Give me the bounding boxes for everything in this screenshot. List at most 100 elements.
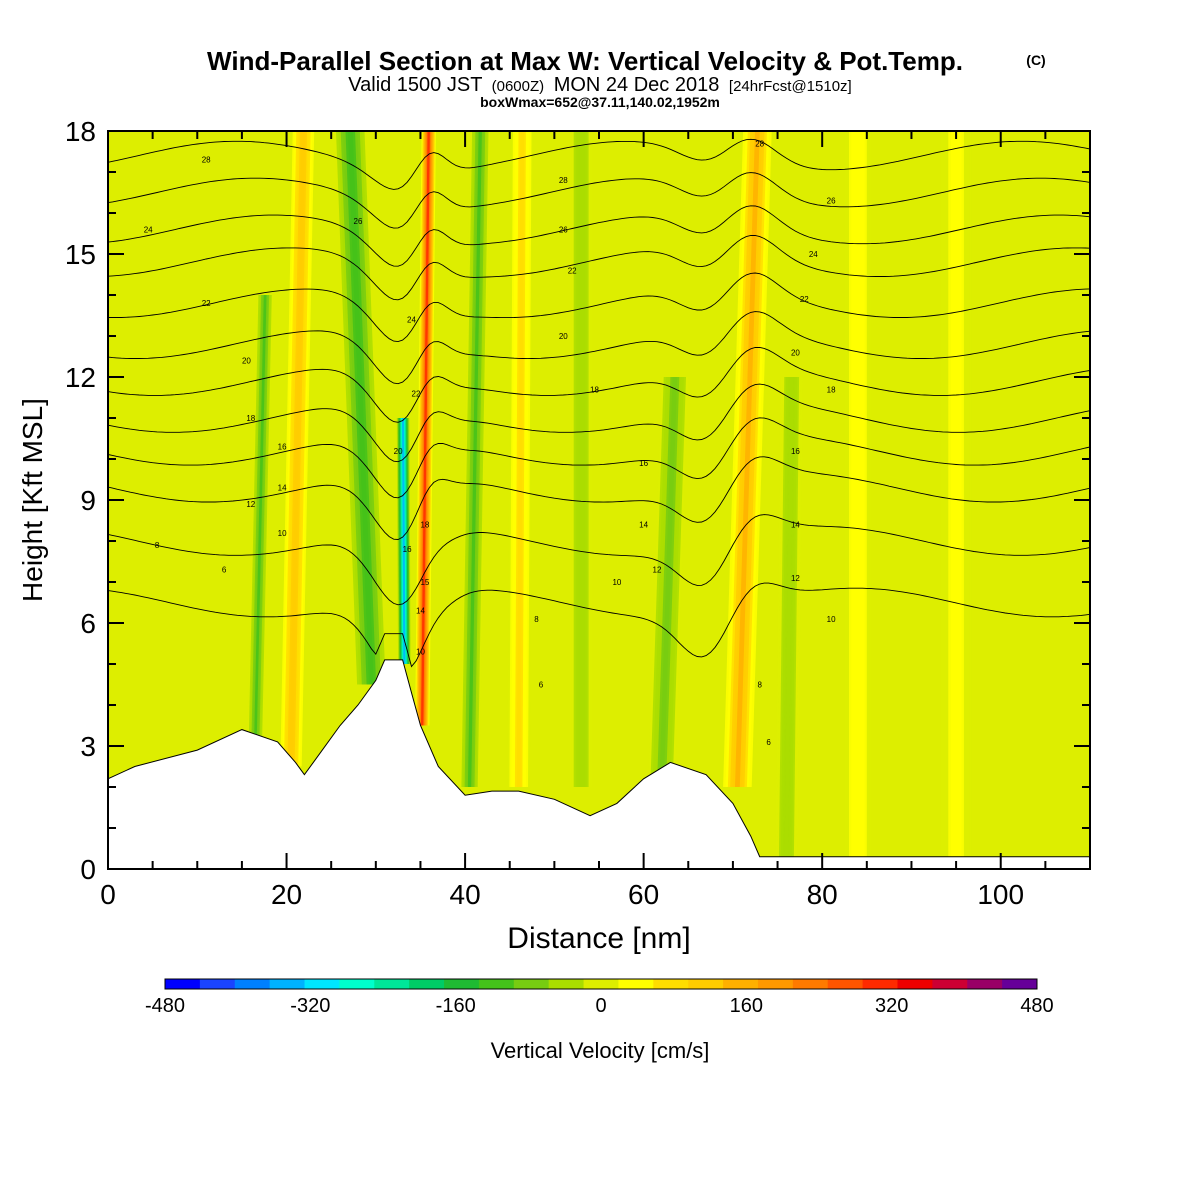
colorbar-swatch: [269, 979, 306, 989]
velocity-band-8: [659, 377, 678, 787]
contour-label: 14: [791, 521, 800, 530]
contour-label: 16: [639, 459, 648, 468]
contour-label: 22: [412, 389, 421, 398]
contour-label: 8: [534, 615, 539, 624]
contour-label: 16: [403, 545, 412, 554]
forecast-info: [24hrFcst@1510z]: [729, 78, 852, 95]
contour-label: 12: [791, 574, 800, 583]
isentrope-28: [108, 138, 1090, 190]
x-tick-label: 60: [628, 879, 659, 910]
contour-label: 14: [416, 607, 425, 616]
colorbar-swatch: [1002, 979, 1038, 989]
contour-label: 8: [757, 681, 762, 690]
contour-label: 8: [155, 541, 160, 550]
contour-label: 20: [242, 357, 251, 366]
velocity-band-2: [347, 131, 374, 685]
colorbar-swatch: [548, 979, 585, 989]
x-tick-label: 80: [807, 879, 838, 910]
isentrope-14: [108, 383, 1090, 463]
colorbar-swatch: [444, 979, 480, 989]
y-tick-label: 15: [65, 239, 96, 270]
x-tick-label: 40: [450, 879, 481, 910]
contour-label: 20: [394, 447, 403, 456]
velocity-band-7: [579, 131, 583, 787]
y-tick-label: 18: [65, 116, 96, 147]
colorbar-tick-label: -320: [290, 995, 330, 1017]
colorbar-swatch: [165, 979, 201, 989]
colorbar-tick-label: 160: [730, 995, 763, 1017]
x-axis-label: Distance [nm]: [507, 922, 690, 955]
x-tick-label: 20: [271, 879, 302, 910]
contour-label: 24: [144, 225, 153, 234]
contour-label: 10: [612, 578, 621, 587]
velocity-band-10: [784, 377, 794, 857]
contour-label: 10: [278, 529, 287, 538]
contour-label: 24: [809, 250, 818, 259]
colorbar-swatch: [234, 979, 271, 989]
contour-label: 18: [246, 414, 255, 423]
contour-label: 28: [755, 139, 764, 148]
isentrope-26: [108, 172, 1090, 229]
contour-label: 26: [354, 217, 363, 226]
contour-label: 28: [559, 176, 568, 185]
colorbar-swatch: [827, 979, 864, 989]
contour-label: 28: [202, 156, 211, 165]
colorbar-swatch: [339, 979, 375, 989]
contour-label: 12: [246, 500, 255, 509]
contour-label: 24: [407, 316, 416, 325]
colorbar-swatch: [653, 979, 689, 989]
colorbar-swatch: [374, 979, 410, 989]
contour-label: 15: [420, 578, 429, 587]
colorbar-swatch: [409, 979, 445, 989]
velocity-band-12: [953, 131, 959, 857]
colorbar-tick-label: -160: [436, 995, 476, 1017]
colorbar-frame: [164, 978, 1038, 990]
colorbar-swatch: [967, 979, 1003, 989]
isentrope-18: [108, 311, 1090, 385]
contour-label: 18: [420, 521, 429, 530]
isentrope-8: [108, 514, 1090, 606]
terrain-profile: [108, 659, 1090, 869]
contour-label: 16: [791, 447, 800, 456]
colorbar-swatch: [792, 979, 829, 989]
isentrope-24: [108, 205, 1090, 267]
colorbar-swatch: [897, 979, 933, 989]
velocity-band-1: [254, 295, 267, 746]
y-tick-label: 12: [65, 362, 96, 393]
colorbar-swatch: [932, 979, 968, 989]
valid-date: MON 24 Dec 2018: [554, 74, 720, 96]
velocity-band-11: [855, 131, 861, 857]
contour-label: 12: [653, 566, 662, 575]
y-tick-label: 9: [80, 485, 96, 516]
contour-label: 10: [827, 615, 836, 624]
isentrope-10: [108, 456, 1090, 540]
contour-label: 10: [416, 648, 425, 657]
colorbar-swatch: [304, 979, 340, 989]
copyright-mark: (C): [1026, 52, 1045, 68]
plot-area: 28 24 22 20 18 16 14 12 10 8 6 26 24 22 20 18 16 15 14 10 8 6…: [108, 131, 1090, 869]
y-axis-label: Height [Kft MSL]: [17, 398, 48, 602]
box-info: boxWmax=652@37.11,140.02,1952m: [480, 94, 720, 110]
axis-ticks: 0 20 40 60 80 100 0 3 6 9 12 15 18: [65, 116, 1091, 910]
valid-prefix: Valid 1500 JST: [348, 74, 482, 96]
contour-label: 20: [559, 332, 568, 341]
contour-label: 6: [539, 681, 544, 690]
contour-label: 18: [827, 385, 836, 394]
colorbar-swatch: [757, 979, 794, 989]
valid-utc: (0600Z): [492, 78, 545, 95]
colorbar-swatch: [862, 979, 898, 989]
isentrope-16: [108, 346, 1090, 423]
colorbar-swatch: [478, 979, 515, 989]
contour-label: 22: [202, 299, 211, 308]
contour-label: 26: [559, 225, 568, 234]
valid-time-line: Valid 1500 JST (0600Z) MON 24 Dec 2018 […: [348, 74, 851, 96]
contour-label: 14: [639, 521, 648, 530]
colorbar-tick-label: 320: [875, 995, 908, 1017]
x-tick-label: 0: [100, 879, 116, 910]
y-tick-label: 3: [80, 731, 96, 762]
velocity-band-5: [467, 131, 482, 787]
velocity-band-4: [421, 131, 430, 726]
colorbar-tick-label: -480: [145, 995, 185, 1017]
contour-label: 16: [278, 443, 287, 452]
